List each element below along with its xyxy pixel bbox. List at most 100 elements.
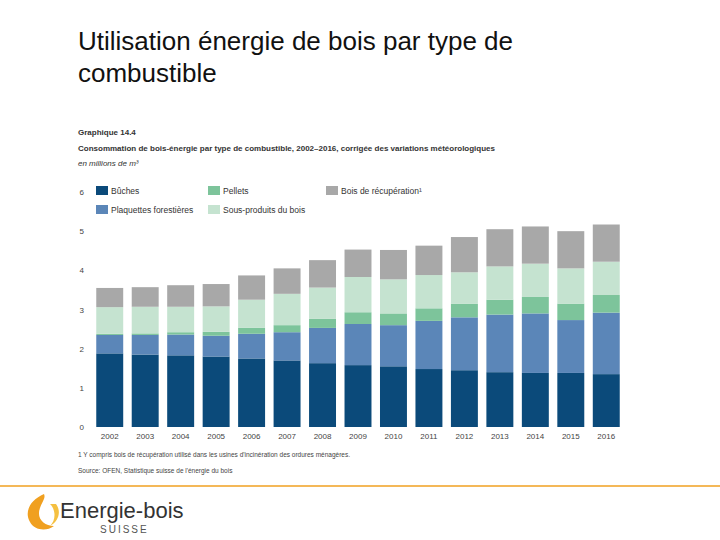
- bar-segment: [238, 300, 265, 328]
- bar-segment: [309, 260, 336, 287]
- bar-segment: [345, 250, 372, 277]
- bar-segment: [309, 319, 336, 328]
- bar-segment: [345, 277, 372, 312]
- x-tick-label: 2014: [526, 432, 544, 441]
- bar-segment: [238, 328, 265, 334]
- bar-segment: [309, 328, 336, 363]
- legend-label: Bûches: [111, 186, 139, 196]
- x-tick-label: 2006: [243, 432, 261, 441]
- bar-segment: [486, 372, 513, 427]
- bar-segment: [167, 285, 194, 307]
- bar-segment: [486, 229, 513, 266]
- bar-segment: [415, 246, 442, 275]
- bar-segment: [380, 366, 407, 427]
- x-tick-label: 2013: [491, 432, 509, 441]
- bar-segment: [203, 306, 230, 331]
- bar-segment: [132, 335, 159, 355]
- background: [0, 0, 720, 540]
- footer-line: [0, 485, 720, 487]
- x-tick-label: 2015: [562, 432, 580, 441]
- y-tick-label: 5: [80, 227, 85, 236]
- axis-label: en millions de m³: [78, 159, 139, 168]
- bar-segment: [522, 373, 549, 427]
- bar-segment: [96, 307, 123, 334]
- logo-country: SUISSE: [100, 524, 149, 535]
- x-tick-label: 2016: [597, 432, 615, 441]
- bar-segment: [167, 355, 194, 427]
- bar-segment: [167, 307, 194, 332]
- bar-segment: [415, 308, 442, 321]
- bar-segment: [451, 304, 478, 318]
- bar-segment: [132, 287, 159, 307]
- source: Source: OFEN, Statistique suisse de l'én…: [78, 467, 233, 475]
- slide-title: Utilisation énergie de bois par type de: [78, 26, 513, 56]
- bar-segment: [380, 313, 407, 325]
- bar-segment: [380, 279, 407, 313]
- bar-segment: [203, 284, 230, 306]
- bar-segment: [451, 272, 478, 303]
- logo-icon: [28, 494, 54, 529]
- logo-icon: [50, 504, 59, 526]
- bar-segment: [557, 231, 584, 268]
- bar-segment: [451, 237, 478, 272]
- legend-swatch: [96, 186, 108, 195]
- x-tick-label: 2003: [136, 432, 154, 441]
- x-tick-label: 2002: [101, 432, 119, 441]
- bar-segment: [486, 300, 513, 315]
- bar-segment: [557, 268, 584, 303]
- legend-label: Bois de récupération¹: [341, 186, 422, 196]
- bar-segment: [309, 363, 336, 427]
- slide-title: combustible: [78, 58, 217, 88]
- y-tick-label: 6: [80, 188, 85, 197]
- bar-segment: [380, 325, 407, 366]
- bar-segment: [274, 268, 301, 293]
- legend-swatch: [208, 186, 220, 195]
- bar-segment: [274, 360, 301, 427]
- bar-segment: [96, 288, 123, 307]
- x-tick-label: 2008: [314, 432, 332, 441]
- bar-segment: [593, 374, 620, 427]
- x-tick-label: 2011: [420, 432, 438, 441]
- bar-segment: [274, 332, 301, 360]
- bar-segment: [557, 373, 584, 427]
- bar-segment: [345, 365, 372, 427]
- legend-label: Sous-produits du bois: [223, 205, 305, 215]
- bar-segment: [132, 355, 159, 427]
- y-tick-label: 4: [80, 266, 85, 275]
- legend-swatch: [326, 186, 338, 195]
- x-tick-label: 2004: [172, 432, 190, 441]
- bar-segment: [96, 335, 123, 353]
- legend-label: Plaquettes forestières: [111, 205, 193, 215]
- logo-name: Energie-bois: [60, 498, 184, 523]
- bar-segment: [132, 307, 159, 334]
- bar-segment: [415, 275, 442, 308]
- bar-segment: [309, 288, 336, 319]
- bar-segment: [486, 266, 513, 299]
- bar-segment: [593, 262, 620, 295]
- bar-segment: [451, 317, 478, 370]
- x-tick-label: 2007: [278, 432, 296, 441]
- bar-segment: [274, 325, 301, 332]
- bar-segment: [522, 313, 549, 373]
- bar-segment: [167, 332, 194, 334]
- bar-segment: [522, 264, 549, 297]
- footnote: 1 Y compris bois de récupération utilisé…: [78, 451, 350, 459]
- legend-label: Pellets: [223, 186, 249, 196]
- bar-segment: [96, 353, 123, 427]
- bar-segment: [593, 225, 620, 262]
- bar-segment: [522, 297, 549, 313]
- legend-swatch: [96, 205, 108, 214]
- bar-segment: [557, 320, 584, 373]
- bar-segment: [522, 226, 549, 263]
- bar-segment: [238, 275, 265, 299]
- bar-segment: [486, 315, 513, 373]
- x-tick-label: 2012: [456, 432, 474, 441]
- x-tick-label: 2005: [207, 432, 225, 441]
- y-tick-label: 1: [80, 384, 85, 393]
- x-tick-label: 2010: [385, 432, 403, 441]
- chart-label: Graphique 14.4: [78, 128, 136, 137]
- bar-segment: [345, 312, 372, 324]
- bar-segment: [274, 294, 301, 325]
- bar-segment: [557, 304, 584, 320]
- y-tick-label: 3: [80, 306, 85, 315]
